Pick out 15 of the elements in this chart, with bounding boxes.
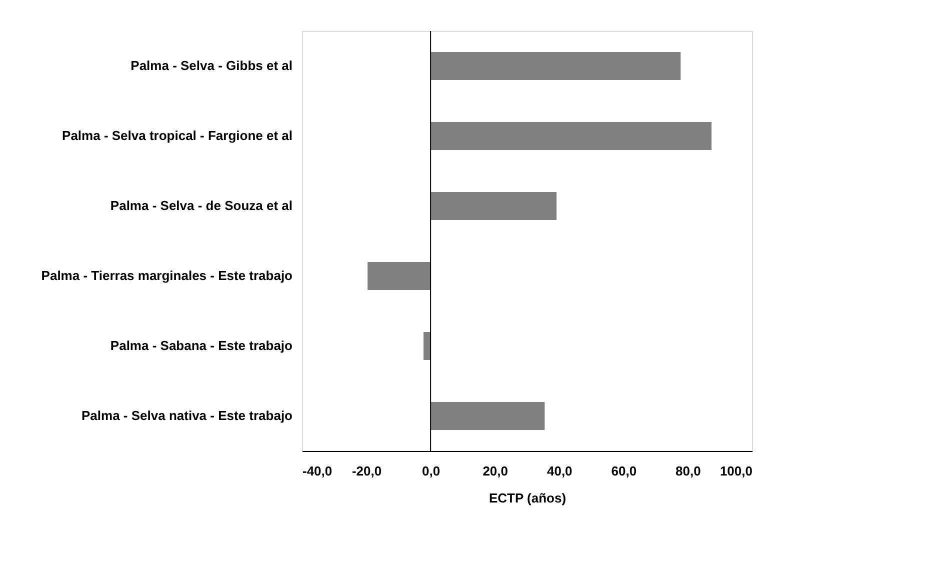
x-tick-label: 60,0 [611,464,637,478]
y-tick-label: Palma - Selva - de Souza et al [110,198,292,213]
x-tick-label: -20,0 [352,464,382,478]
y-tick-label: Palma - Tierras marginales - Este trabajo [41,268,293,283]
y-tick-label: Palma - Selva tropical - Fargione et al [62,128,292,143]
x-tick-label: -40,0 [302,464,332,478]
y-tick-label: Palma - Selva - Gibbs et al [130,58,292,73]
y-tick-label: Palma - Selva nativa - Este trabajo [82,408,293,423]
x-tick-label: 100,0 [720,464,752,478]
y-tick-label: Palma - Sabana - Este trabajo [110,338,293,353]
x-tick-label: 0,0 [422,464,440,478]
x-tick-label: 80,0 [676,464,701,478]
x-axis-title: ECTP (años) [488,490,566,506]
x-tick-label: 40,0 [546,464,572,478]
x-tick-label: 20,0 [482,464,508,478]
